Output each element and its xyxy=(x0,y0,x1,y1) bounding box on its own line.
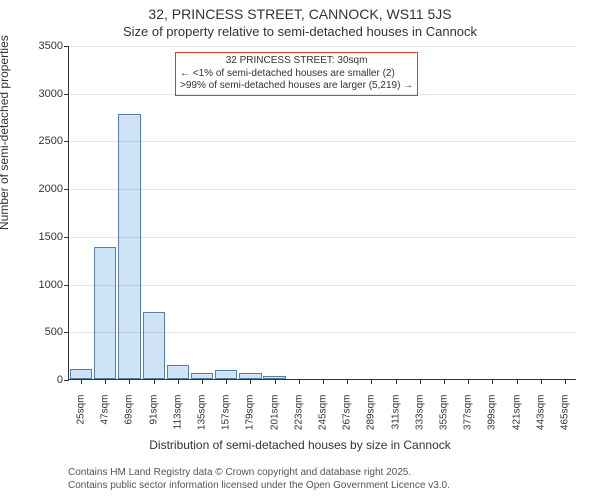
footer-credits: Contains HM Land Registry data © Crown c… xyxy=(68,466,450,492)
xtick-mark xyxy=(323,379,324,384)
gridline xyxy=(69,285,576,286)
xtick-label: 355sqm xyxy=(438,393,449,431)
footer-line: Contains public sector information licen… xyxy=(68,479,450,492)
xtick-mark xyxy=(468,379,469,384)
x-axis-label: Distribution of semi-detached houses by … xyxy=(0,438,600,452)
xtick-mark xyxy=(420,379,421,384)
xtick-mark xyxy=(154,379,155,384)
ytick-label: 2000 xyxy=(39,183,69,195)
ytick-label: 500 xyxy=(45,326,69,338)
xtick-label: 245sqm xyxy=(318,393,329,431)
xtick-label: 311sqm xyxy=(390,393,401,430)
xtick-mark xyxy=(250,379,251,384)
bar xyxy=(215,370,237,379)
xtick-mark xyxy=(275,379,276,384)
ytick-label: 1500 xyxy=(39,231,69,243)
ytick-label: 1000 xyxy=(39,279,69,291)
xtick-mark xyxy=(444,379,445,384)
xtick-mark xyxy=(202,379,203,384)
gridline xyxy=(69,189,576,190)
xtick-mark xyxy=(492,379,493,384)
bar xyxy=(143,312,165,379)
ytick-label: 3000 xyxy=(39,88,69,100)
xtick-label: 465sqm xyxy=(559,393,570,431)
gridline xyxy=(69,332,576,333)
xtick-label: 443sqm xyxy=(535,393,546,431)
bars-layer xyxy=(69,46,576,379)
xtick-mark xyxy=(565,379,566,384)
xtick-label: 135sqm xyxy=(197,393,208,431)
bar xyxy=(167,365,189,379)
xtick-label: 179sqm xyxy=(245,393,256,431)
bar xyxy=(70,369,92,379)
chart-title-line2: Size of property relative to semi-detach… xyxy=(0,24,600,39)
annotation-line: ← <1% of semi-detached houses are smalle… xyxy=(180,68,413,81)
xtick-label: 47sqm xyxy=(100,393,111,425)
xtick-label: 421sqm xyxy=(511,393,522,431)
bar xyxy=(94,247,116,379)
xtick-mark xyxy=(81,379,82,384)
chart-container: 32, PRINCESS STREET, CANNOCK, WS11 5JS S… xyxy=(0,0,600,500)
xtick-label: 267sqm xyxy=(342,393,353,431)
ytick-label: 0 xyxy=(57,374,69,386)
gridline xyxy=(69,94,576,95)
ytick-label: 3500 xyxy=(39,40,69,52)
xtick-label: 25sqm xyxy=(76,393,87,425)
xtick-mark xyxy=(371,379,372,384)
xtick-label: 69sqm xyxy=(124,393,135,425)
xtick-mark xyxy=(105,379,106,384)
xtick-mark xyxy=(226,379,227,384)
y-axis-label: Number of semi-detached properties xyxy=(0,35,11,230)
chart-title-line1: 32, PRINCESS STREET, CANNOCK, WS11 5JS xyxy=(0,6,600,22)
plot-area: 32 PRINCESS STREET: 30sqm← <1% of semi-d… xyxy=(68,46,576,380)
xtick-mark xyxy=(396,379,397,384)
gridline xyxy=(69,141,576,142)
xtick-label: 157sqm xyxy=(221,393,232,431)
xtick-mark xyxy=(299,379,300,384)
footer-line: Contains HM Land Registry data © Crown c… xyxy=(68,466,450,479)
xtick-mark xyxy=(347,379,348,384)
annotation-line: >99% of semi-detached houses are larger … xyxy=(180,80,413,93)
xtick-label: 377sqm xyxy=(463,393,474,431)
xtick-label: 201sqm xyxy=(269,393,280,431)
xtick-mark xyxy=(178,379,179,384)
ytick-label: 2500 xyxy=(39,135,69,147)
xtick-label: 91sqm xyxy=(148,393,159,425)
xtick-label: 333sqm xyxy=(414,393,425,431)
xtick-label: 289sqm xyxy=(366,393,377,431)
xtick-mark xyxy=(517,379,518,384)
gridline xyxy=(69,46,576,47)
xtick-label: 113sqm xyxy=(172,393,183,430)
xtick-label: 399sqm xyxy=(487,393,498,431)
annotation-box: 32 PRINCESS STREET: 30sqm← <1% of semi-d… xyxy=(175,52,418,96)
xtick-mark xyxy=(541,379,542,384)
annotation-line: 32 PRINCESS STREET: 30sqm xyxy=(180,55,413,68)
gridline xyxy=(69,237,576,238)
xtick-label: 223sqm xyxy=(293,393,304,431)
xtick-mark xyxy=(129,379,130,384)
bar xyxy=(118,114,140,379)
